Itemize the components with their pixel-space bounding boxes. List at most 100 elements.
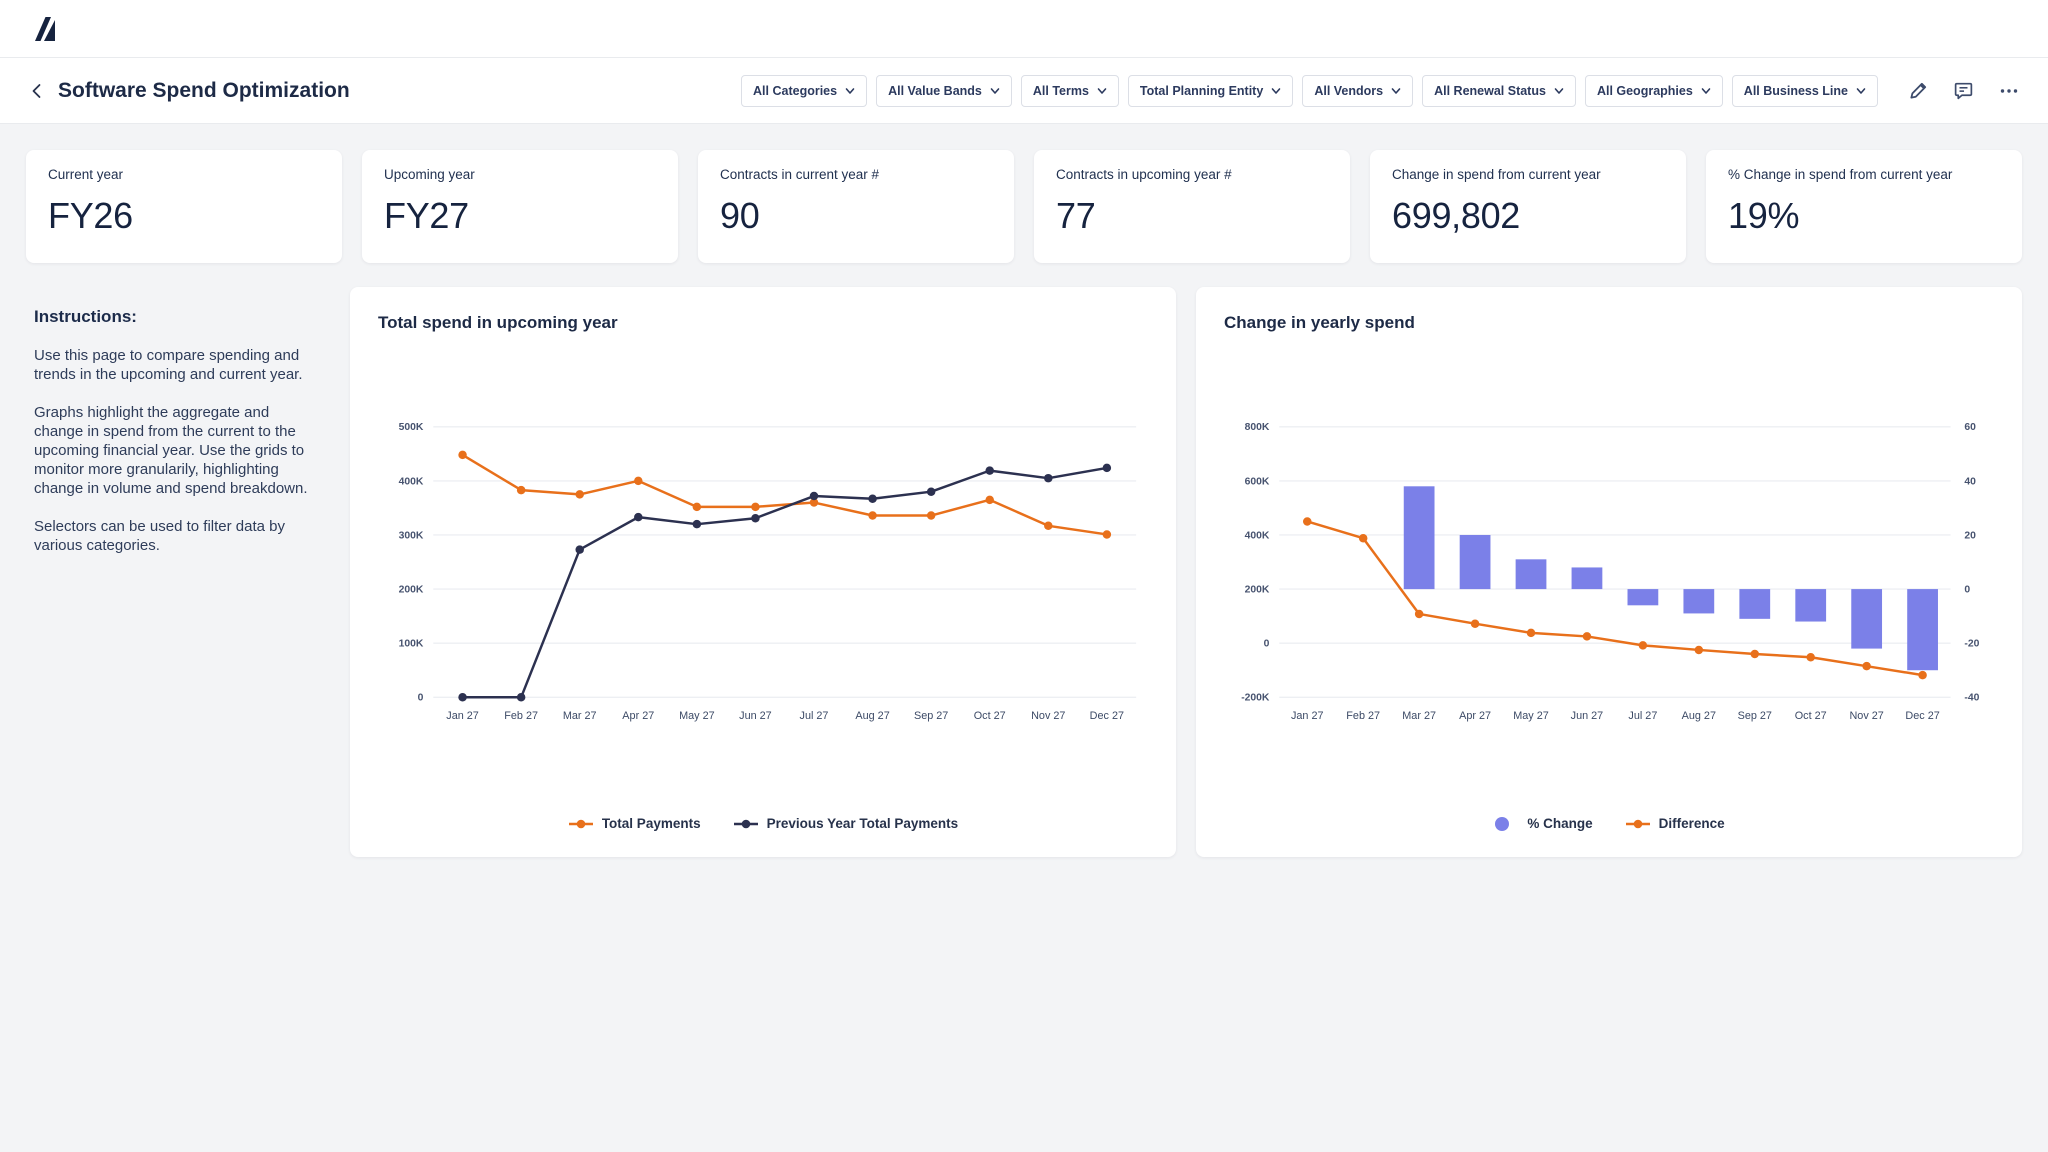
svg-text:800K: 800K: [1245, 422, 1270, 433]
svg-text:Jul 27: Jul 27: [1628, 710, 1657, 722]
svg-text:Apr 27: Apr 27: [622, 710, 654, 722]
chart-title: Total spend in upcoming year: [378, 313, 618, 332]
svg-text:Feb 27: Feb 27: [1346, 710, 1380, 722]
svg-text:400K: 400K: [1245, 530, 1270, 541]
kpi-card-contracts-in-upcoming-year: Contracts in upcoming year # 77: [1034, 150, 1350, 263]
instructions-paragraph: Selectors can be used to filter data by …: [34, 518, 285, 555]
legend-item-previous-year-total-payments: Previous Year Total Payments: [733, 816, 959, 831]
chevron-down-icon: [1554, 87, 1564, 94]
chevron-left-icon: [32, 83, 41, 98]
svg-text:20: 20: [1964, 530, 1976, 541]
instructions-paragraph: Graphs highlight the aggregate and chang…: [34, 404, 308, 498]
filter-all-vendors[interactable]: All Vendors: [1302, 74, 1414, 107]
svg-text:100K: 100K: [399, 638, 424, 649]
header-actions: [1906, 78, 2022, 104]
svg-text:Sep 27: Sep 27: [1738, 710, 1772, 722]
chart-area: 800K 600K 400K 200K 0 -200K 60 40 20 0 -20 -40 Jan 2…: [1224, 333, 1994, 814]
comment-button[interactable]: [1951, 78, 1976, 103]
legend-item-total-payments: Total Payments: [568, 816, 701, 831]
filter-label: Total Planning Entity: [1139, 83, 1264, 98]
kpi-label: Change in spend from current year: [1392, 167, 1601, 182]
svg-text:Dec 27: Dec 27: [1090, 710, 1124, 722]
legend-circle-icon: [1495, 816, 1510, 831]
legend-item-difference: Difference: [1625, 816, 1725, 831]
pencil-icon: [1910, 82, 1927, 99]
svg-text:60: 60: [1964, 422, 1976, 433]
svg-text:Sep 27: Sep 27: [914, 710, 948, 722]
filter-total-planning-entity[interactable]: Total Planning Entity: [1127, 74, 1294, 107]
svg-text:Oct 27: Oct 27: [1795, 710, 1827, 722]
chart-legend: Total Payments Previous Year Total Paymen…: [378, 814, 1148, 837]
kpi-value: 699,802: [1392, 195, 1521, 236]
chevron-down-icon: [845, 87, 855, 94]
chevron-down-icon: [1391, 87, 1401, 94]
svg-text:400K: 400K: [399, 476, 424, 487]
kpi-value: 90: [720, 195, 760, 236]
chart-title: Change in yearly spend: [1224, 313, 1415, 332]
filter-all-business-line[interactable]: All Business Line: [1731, 74, 1878, 107]
chevron-down-icon: [1097, 87, 1107, 94]
svg-text:Jan 27: Jan 27: [446, 710, 479, 722]
filter-all-terms[interactable]: All Terms: [1020, 74, 1119, 107]
svg-text:May 27: May 27: [679, 710, 715, 722]
kpi-value: FY27: [384, 195, 469, 236]
svg-text:Aug 27: Aug 27: [1682, 710, 1716, 722]
filter-label: All Business Line: [1743, 83, 1848, 98]
kpi-label: Current year: [48, 167, 124, 182]
svg-text:600K: 600K: [1245, 476, 1270, 487]
filter-label: All Categories: [753, 83, 838, 98]
svg-text:Mar 27: Mar 27: [1402, 710, 1436, 722]
filter-label: All Vendors: [1314, 83, 1384, 98]
edit-button[interactable]: [1906, 78, 1931, 103]
filter-all-geographies[interactable]: All Geographies: [1584, 74, 1723, 107]
svg-text:-200K: -200K: [1241, 692, 1270, 703]
svg-text:Aug 27: Aug 27: [855, 710, 889, 722]
legend-label: % Change: [1527, 816, 1593, 831]
kpi-label: Upcoming year: [384, 167, 475, 182]
chevron-down-icon: [990, 87, 1000, 94]
svg-text:Mar 27: Mar 27: [563, 710, 597, 722]
filter-label: All Terms: [1032, 83, 1089, 98]
comment-icon: [1954, 82, 1973, 100]
filter-all-value-bands[interactable]: All Value Bands: [876, 74, 1012, 107]
content-row: Instructions: Use this page to compare s…: [26, 287, 2022, 857]
app-logo-icon[interactable]: [28, 14, 58, 44]
kpi-label: % Change in spend from current year: [1728, 167, 1953, 182]
legend-label: Difference: [1658, 816, 1725, 831]
chart-area: 500K 400K 300K 200K 100K 0 Jan 27 Feb 27 Mar 27 A…: [378, 333, 1148, 814]
svg-text:-20: -20: [1964, 638, 1979, 649]
legend-label: Total Payments: [601, 816, 701, 831]
filter-all-categories[interactable]: All Categories: [741, 74, 868, 107]
legend-item-change: % Change: [1493, 816, 1593, 831]
svg-text:Jan 27: Jan 27: [1291, 710, 1324, 722]
svg-text:500K: 500K: [399, 422, 424, 433]
filter-all-renewal-status[interactable]: All Renewal Status: [1422, 74, 1576, 107]
page-header: Software Spend Optimization All Categori…: [0, 58, 2048, 124]
kpi-card-change-in-spend-from-current-year: % Change in spend from current year 19%: [1706, 150, 2022, 263]
chevron-down-icon: [1272, 87, 1281, 94]
svg-text:Nov 27: Nov 27: [1031, 710, 1065, 722]
page-title: Software Spend Optimization: [58, 78, 350, 102]
back-button[interactable]: [26, 80, 48, 102]
kpi-label: Contracts in upcoming year #: [1056, 167, 1232, 182]
total-spend-line-chart: 500K 400K 300K 200K 100K 0 Jan 27 Feb 27 Mar 27 A…: [399, 422, 1137, 722]
svg-text:Feb 27: Feb 27: [504, 710, 538, 722]
kpi-value: 77: [1056, 195, 1096, 236]
svg-text:0: 0: [1964, 584, 1970, 595]
total-spend-chart-card: Total spend in upcoming year 500K 400K 300…: [350, 287, 1176, 857]
legend-line-dot-icon: [733, 819, 758, 828]
svg-text:Jun 27: Jun 27: [739, 710, 772, 722]
more-options-button[interactable]: [1996, 78, 2022, 104]
filter-bar: All Categories All Value Bands All Terms To…: [741, 74, 1878, 107]
kpi-label: Contracts in current year #: [720, 167, 880, 182]
filter-label: All Geographies: [1596, 83, 1693, 98]
svg-text:40: 40: [1964, 476, 1976, 487]
yearly-change-combo-chart: 800K 600K 400K 200K 0 -200K 60 40 20 0 -20 -40 Jan 2…: [1241, 422, 1979, 722]
svg-text:Jul 27: Jul 27: [800, 710, 829, 722]
kpi-card-contracts-in-current-year: Contracts in current year # 90: [698, 150, 1014, 263]
kpi-card-current-year: Current year FY26: [26, 150, 342, 263]
kpi-row: Current year FY26 Upcoming year FY27 Contrac…: [26, 150, 2022, 263]
legend-label: Previous Year Total Payments: [766, 816, 959, 831]
top-nav: [0, 0, 2048, 58]
svg-text:Nov 27: Nov 27: [1849, 710, 1883, 722]
